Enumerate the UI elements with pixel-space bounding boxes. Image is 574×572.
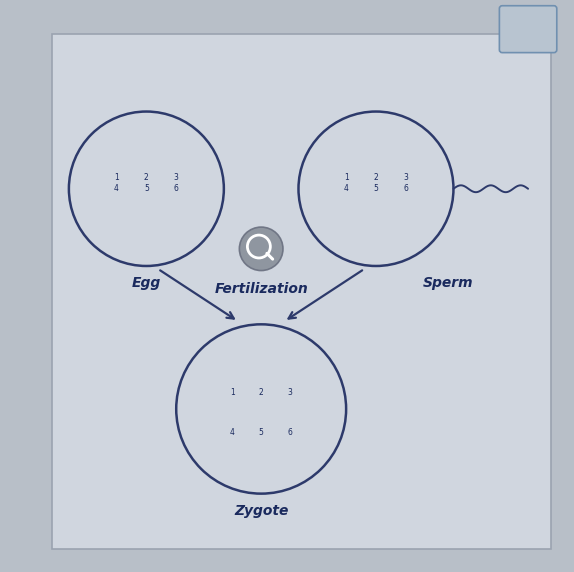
Text: 1: 1 (344, 173, 348, 182)
Text: 6: 6 (174, 184, 179, 193)
Text: 2: 2 (374, 173, 378, 182)
Text: 3: 3 (288, 388, 292, 397)
Text: 3: 3 (174, 173, 179, 182)
Text: Fertilization: Fertilization (214, 282, 308, 296)
Text: 5: 5 (144, 184, 149, 193)
FancyBboxPatch shape (52, 34, 551, 549)
Text: 2: 2 (259, 388, 263, 397)
Text: 5: 5 (374, 184, 378, 193)
Text: 1: 1 (230, 388, 235, 397)
Text: 1: 1 (114, 173, 119, 182)
Text: Zygote: Zygote (234, 504, 288, 518)
Text: Egg: Egg (132, 276, 161, 290)
Circle shape (298, 112, 453, 266)
Text: 4: 4 (344, 184, 348, 193)
Text: 4: 4 (114, 184, 119, 193)
Text: Sperm: Sperm (422, 276, 473, 290)
Text: 5: 5 (259, 428, 263, 437)
Text: 4: 4 (230, 428, 235, 437)
Circle shape (176, 324, 346, 494)
Circle shape (69, 112, 224, 266)
Text: 6: 6 (404, 184, 408, 193)
Circle shape (239, 227, 283, 271)
Text: 2: 2 (144, 173, 149, 182)
Text: 6: 6 (288, 428, 292, 437)
Text: 3: 3 (404, 173, 408, 182)
FancyBboxPatch shape (499, 6, 557, 53)
